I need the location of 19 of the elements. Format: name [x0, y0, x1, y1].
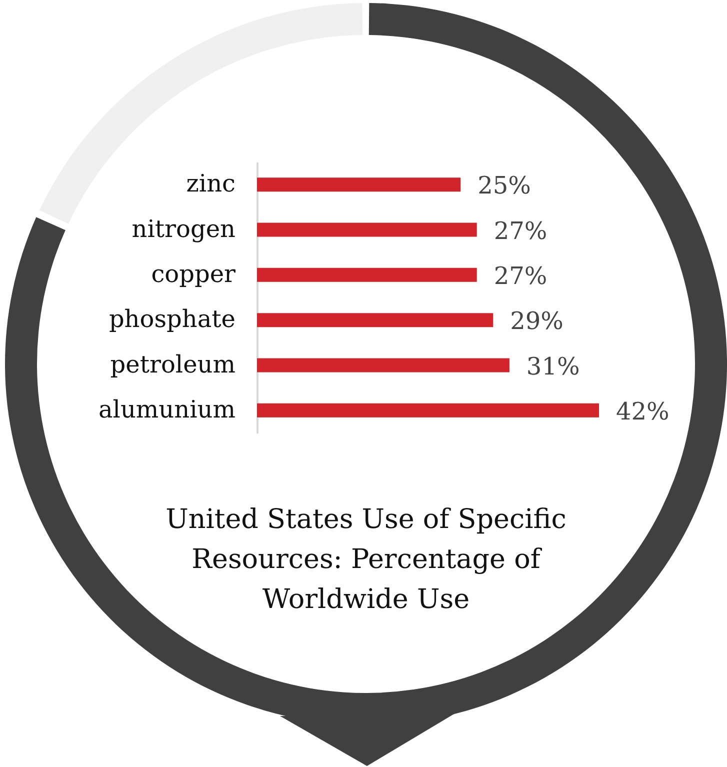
- y-tick-label: alumunium: [98, 395, 236, 424]
- bar: [257, 222, 477, 237]
- bar: [257, 178, 461, 192]
- y-tick-label: zinc: [186, 170, 236, 198]
- bar: [257, 403, 599, 418]
- data-label: 42%: [616, 397, 670, 426]
- data-label: 25%: [478, 172, 531, 200]
- bar: [257, 268, 477, 282]
- data-label: 27%: [494, 262, 548, 290]
- text: United States Use of Specific Resources: Percentage of Worldwide Use: [166, 504, 566, 615]
- data-label: 27%: [494, 216, 548, 245]
- y-tick-label: phosphate: [108, 305, 236, 334]
- bar: [257, 313, 494, 328]
- data-label: 29%: [510, 307, 564, 336]
- data-label: 31%: [526, 352, 580, 380]
- y-tick-label: copper: [151, 260, 236, 288]
- y-tick-label: nitrogen: [132, 214, 236, 243]
- y-tick-label: petroleum: [110, 350, 236, 378]
- bar: [257, 358, 510, 372]
